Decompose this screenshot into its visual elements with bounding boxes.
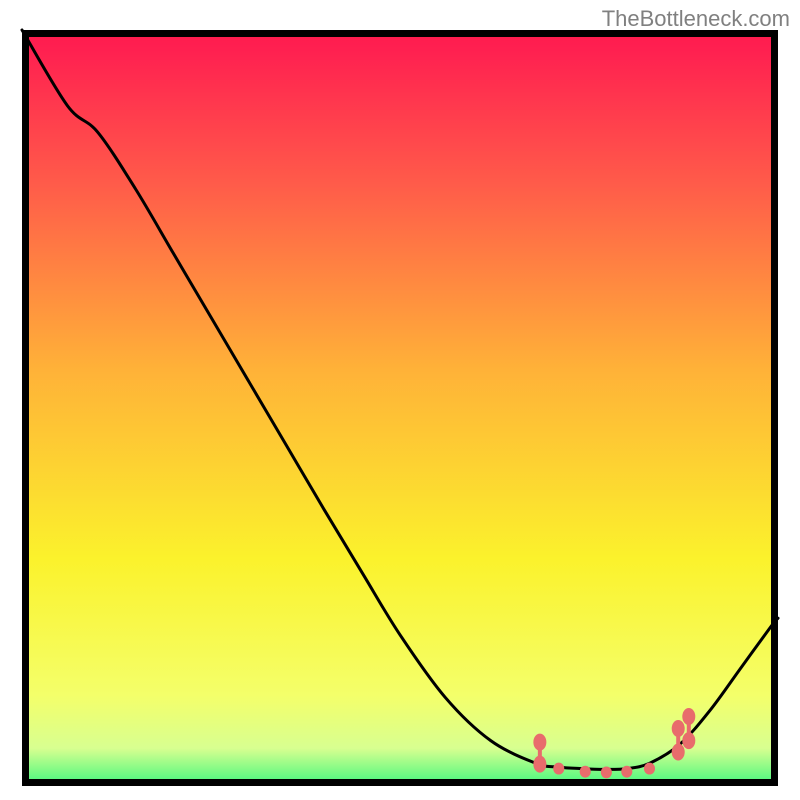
marker-cap-bottom <box>621 766 632 778</box>
marker-cap-bottom <box>553 763 564 775</box>
marker-cap-bottom <box>580 766 591 778</box>
marker-cap-top <box>672 720 685 737</box>
marker-cap-bottom <box>644 763 655 775</box>
chart-canvas: TheBottleneck.com <box>0 0 800 800</box>
marker-cap-bottom <box>601 766 612 778</box>
marker-cap-bottom <box>672 743 685 760</box>
marker-cap-top <box>682 708 695 725</box>
bottleneck-curve <box>22 30 778 769</box>
marker-cap-bottom <box>682 732 695 749</box>
highlight-markers <box>533 708 695 778</box>
plot-area <box>22 30 778 786</box>
plot-border <box>26 34 775 783</box>
plot-overlay <box>22 30 778 786</box>
marker-cap-top <box>533 734 546 751</box>
watermark-text: TheBottleneck.com <box>602 6 790 32</box>
marker-cap-bottom <box>533 756 546 773</box>
